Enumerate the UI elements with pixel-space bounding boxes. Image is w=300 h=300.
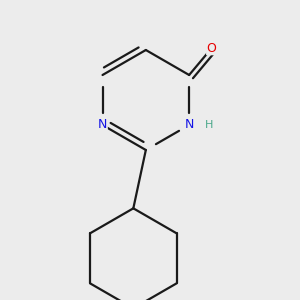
Text: O: O bbox=[207, 42, 217, 55]
Text: H: H bbox=[205, 120, 213, 130]
Text: N: N bbox=[184, 118, 194, 131]
Text: N: N bbox=[98, 118, 107, 131]
